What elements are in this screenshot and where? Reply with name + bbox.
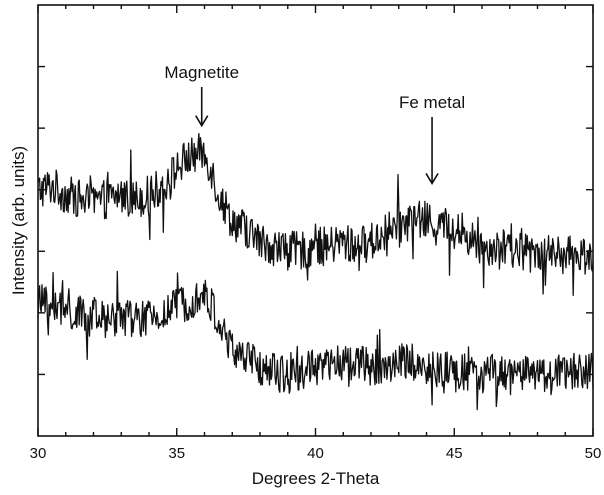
annotation-label: Magnetite xyxy=(164,63,239,82)
x-tick-label: 30 xyxy=(30,445,47,462)
x-axis-label: Degrees 2-Theta xyxy=(252,469,380,488)
x-tick-label: 50 xyxy=(585,445,602,462)
x-tick-label: 40 xyxy=(307,445,324,462)
ticks xyxy=(37,5,594,436)
x-tick-labels: 30 35 40 45 50 xyxy=(30,445,602,462)
annotation-arrowhead xyxy=(195,115,209,128)
annotation-label: Fe metal xyxy=(399,93,465,112)
traces xyxy=(37,132,594,411)
series-trace-1 xyxy=(37,132,594,296)
x-tick-label: 45 xyxy=(446,445,463,462)
series-trace-2 xyxy=(37,270,594,411)
y-axis-label: Intensity (arb. units) xyxy=(9,146,28,295)
annotations: Magnetite Fe metal xyxy=(164,63,465,185)
annotation-arrowhead xyxy=(425,173,439,185)
x-tick-label: 35 xyxy=(168,445,185,462)
